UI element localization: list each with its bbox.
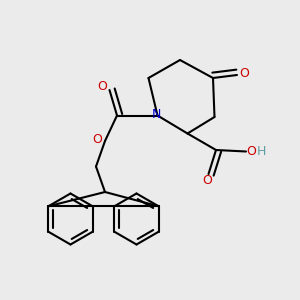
- Text: O: O: [93, 133, 102, 146]
- Text: O: O: [247, 145, 256, 158]
- Text: O: O: [97, 80, 107, 94]
- Text: N: N: [151, 107, 161, 121]
- Text: O: O: [202, 174, 212, 187]
- Text: H: H: [257, 145, 266, 158]
- Text: O: O: [240, 67, 249, 80]
